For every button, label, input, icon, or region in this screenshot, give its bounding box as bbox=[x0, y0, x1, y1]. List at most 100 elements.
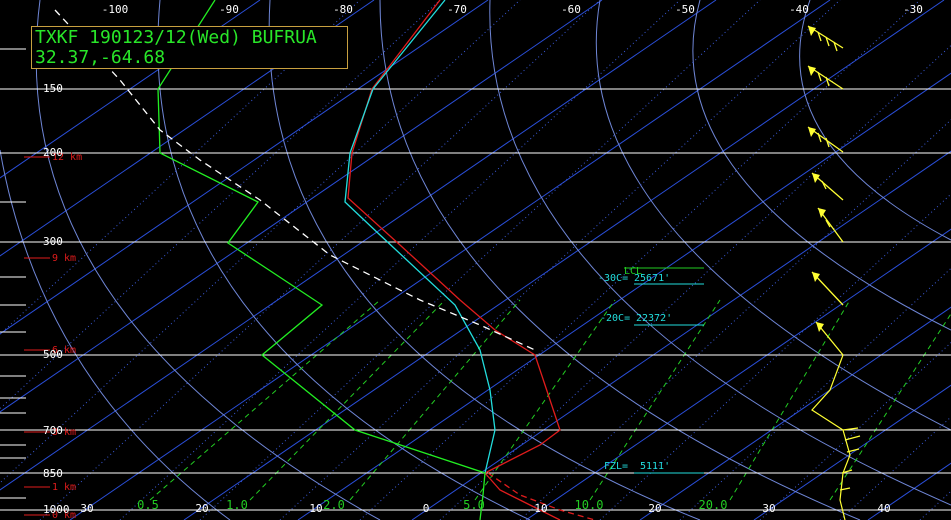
dry-adiabat-line bbox=[595, 0, 951, 431]
isotherm-line bbox=[0, 0, 603, 413]
wind-barb-flag bbox=[817, 31, 822, 42]
moist-adiabat-line bbox=[39, 0, 601, 520]
dry-adiabat-line bbox=[379, 0, 861, 520]
pressure-label: 1000 bbox=[43, 503, 70, 516]
bottom-temp-label: 0 bbox=[423, 502, 430, 515]
isotherm-line bbox=[0, 0, 261, 179]
mixing-ratio-label: 5.0 bbox=[463, 498, 485, 512]
wind-barb-flag bbox=[817, 71, 822, 82]
mixing-ratio-line bbox=[249, 299, 446, 501]
dry-adiabat-line bbox=[489, 0, 951, 506]
wind-barb-flag bbox=[841, 469, 853, 474]
height-label: 3 km bbox=[52, 427, 76, 438]
wetbulb-profile bbox=[344, 0, 496, 474]
moist-adiabat-line bbox=[599, 193, 951, 520]
bottom-temp-label: 10 bbox=[309, 502, 322, 515]
wind-barb-flag bbox=[844, 435, 861, 441]
moist-adiabat-line bbox=[0, 0, 441, 410]
axis-labels: -100 -90 -80 -70 -60 -50 -40 -30 30 20 10 0 10 20 30 40… bbox=[43, 3, 923, 516]
moist-adiabat-line bbox=[279, 0, 841, 520]
level-value: 25671' bbox=[634, 273, 670, 284]
top-temp-label: -40 bbox=[789, 3, 809, 16]
bottom-temp-label: 30 bbox=[80, 502, 93, 515]
mixing-ratio-label: 0.5 bbox=[137, 498, 159, 512]
moist-adiabat-line bbox=[439, 44, 951, 520]
pressure-label: 500 bbox=[43, 348, 63, 361]
level-label: -30C= bbox=[598, 273, 628, 284]
mixing-ratio-label: 2.0 bbox=[323, 498, 345, 512]
station-header: TXKF 190123/12(Wed) BUFRUA 32.37,-64.68 bbox=[31, 26, 348, 69]
isotherm-line bbox=[297, 72, 951, 520]
isotherm-line bbox=[0, 0, 717, 491]
wind-barb-pennant bbox=[808, 26, 816, 36]
parcel-path bbox=[54, 9, 536, 351]
moist-adiabat-line bbox=[359, 0, 921, 520]
height-label: 6 km bbox=[52, 345, 76, 356]
mixing-ratio-line bbox=[729, 299, 851, 501]
moist-adiabat-line bbox=[919, 490, 951, 520]
bottom-temp-label: 10 bbox=[534, 502, 547, 515]
bottom-temp-label: 20 bbox=[195, 502, 208, 515]
level-value: 22372' bbox=[636, 313, 672, 324]
dewpoint-profile bbox=[157, 0, 486, 520]
surface-parcel bbox=[487, 472, 596, 520]
pressure-ticks bbox=[0, 48, 26, 499]
isotherm-line bbox=[867, 462, 951, 520]
top-temp-label: -30 bbox=[903, 3, 923, 16]
height-label: 12 km bbox=[52, 152, 82, 163]
moist-adiabat-line bbox=[679, 267, 951, 520]
wind-barb-flag bbox=[846, 448, 860, 453]
temperature-profile bbox=[347, 0, 561, 520]
pressure-label: 850 bbox=[43, 467, 63, 480]
mixing-ratio-line bbox=[349, 299, 521, 501]
bottom-temp-label: 30 bbox=[762, 502, 775, 515]
mixing-ratio-label: 10.0 bbox=[575, 498, 604, 512]
mixing-ratio-line bbox=[589, 299, 721, 501]
wind-barb-flag bbox=[825, 219, 831, 228]
level-annotations: LCL-30C= 25671' -20C= 22372' FZL= 5111' bbox=[598, 266, 704, 474]
height-label: 0 km bbox=[52, 510, 76, 520]
moist-adiabat-line bbox=[199, 0, 761, 520]
level-value: 5111' bbox=[640, 461, 670, 472]
isotherm-line bbox=[411, 150, 951, 520]
wind-barb-pennant bbox=[808, 127, 816, 137]
isotherm-line bbox=[183, 0, 945, 520]
wind-barb-pennant bbox=[808, 66, 816, 76]
sounding-profiles bbox=[54, 0, 596, 520]
wind-barb-flag bbox=[825, 137, 830, 148]
mixing-ratio-label: 20.0 bbox=[699, 498, 728, 512]
wind-barbs bbox=[807, 25, 861, 520]
dry-adiabat-line bbox=[35, 0, 381, 520]
height-label: 1 km bbox=[52, 482, 76, 493]
mixing-ratio-label: 1.0 bbox=[226, 498, 248, 512]
station-title: TXKF 190123/12(Wed) BUFRUA bbox=[35, 27, 317, 48]
pressure-label: 200 bbox=[43, 146, 63, 159]
level-label: -20C= bbox=[600, 313, 630, 324]
wind-barb-pennant bbox=[812, 173, 820, 183]
dry-adiabat-line bbox=[0, 149, 231, 520]
moist-adiabat-line bbox=[0, 0, 361, 335]
isotherm-line bbox=[69, 0, 831, 520]
isotherm-line bbox=[525, 228, 951, 520]
lcl-label: LCL bbox=[624, 266, 642, 277]
top-temp-label: -80 bbox=[333, 3, 353, 16]
wind-barb-flag bbox=[833, 41, 838, 52]
top-temp-label: -100 bbox=[102, 3, 129, 16]
wind-barb-flag bbox=[825, 36, 830, 47]
top-temp-label: -70 bbox=[447, 3, 467, 16]
mixing-ratio-line bbox=[149, 299, 381, 501]
dry-adiabat-line bbox=[268, 0, 701, 520]
pressure-label: 150 bbox=[43, 82, 63, 95]
wind-barb-flag bbox=[839, 487, 851, 491]
moist-adiabat-line bbox=[0, 0, 521, 484]
wind-barb-pennant bbox=[816, 322, 824, 332]
height-label: 9 km bbox=[52, 253, 76, 264]
top-temp-label: -90 bbox=[219, 3, 239, 16]
height-markers: 12 km 9 km 6 km 3 km 1 km 0 km bbox=[24, 152, 82, 520]
moist-adiabat-line bbox=[519, 119, 951, 520]
isotherm-line bbox=[0, 0, 489, 335]
wind-barb-flag bbox=[821, 180, 827, 190]
